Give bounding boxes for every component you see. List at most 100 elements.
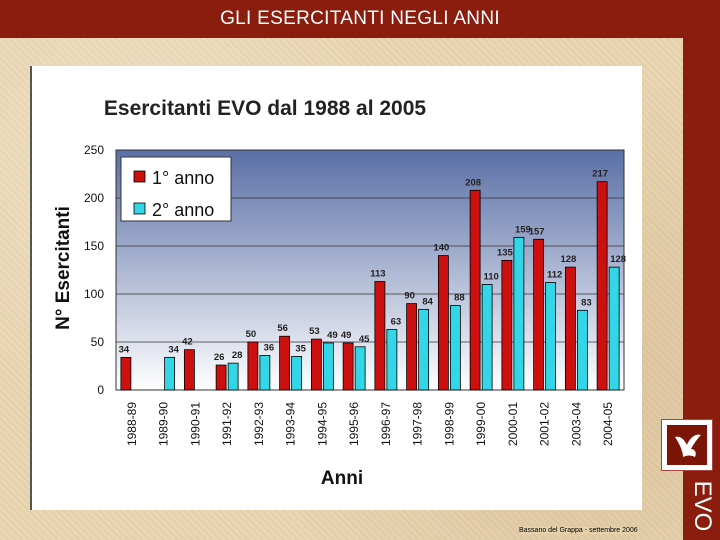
legend: 1° anno 2° anno — [120, 156, 232, 222]
data-label: 36 — [264, 342, 275, 353]
x-tick-label: 1991-92 — [220, 402, 234, 446]
y-tick-label: 150 — [84, 239, 104, 253]
bar-series-1 — [501, 259, 513, 391]
bar-series-1 — [279, 335, 291, 391]
legend-label-2: 2° anno — [152, 200, 214, 220]
data-label: 26 — [214, 352, 225, 363]
data-label: 217 — [592, 169, 608, 180]
x-tick-label: 1999-00 — [474, 402, 488, 446]
y-axis-label: N° Esercitanti — [53, 206, 74, 330]
data-label: 135 — [497, 247, 514, 258]
bar-series-1 — [596, 181, 608, 391]
bar-series-1 — [247, 341, 259, 391]
bar-series-1 — [215, 364, 227, 391]
data-label: 28 — [232, 350, 243, 361]
data-label: 42 — [182, 337, 193, 348]
x-tick-label: 1989-90 — [157, 402, 171, 446]
bar-series-2 — [259, 355, 271, 391]
bar-series-2 — [608, 266, 620, 391]
x-axis: 1988-89 1989-90 1990-91 1991-92 1992-93 1993-… — [125, 402, 615, 446]
bar-series-2 — [227, 362, 239, 391]
bar-series-1 — [183, 349, 195, 391]
footer-note: Bassano del Grappa - settembre 2006 — [519, 527, 638, 534]
x-tick-label: 1995-96 — [347, 402, 361, 446]
x-tick-label: 2000-01 — [506, 402, 520, 446]
chart-panel: Esercitanti EVO dal 1988 al 2005 0 50 100 1… — [30, 66, 642, 510]
chart-title: Esercitanti EVO dal 1988 al 2005 — [104, 97, 427, 120]
data-label: 159 — [515, 224, 531, 235]
y-tick-label: 50 — [91, 335, 105, 349]
y-tick-label: 100 — [84, 287, 104, 301]
bar-series-1 — [533, 238, 545, 391]
data-label: 56 — [277, 323, 288, 334]
data-label: 49 — [341, 330, 352, 341]
x-tick-label: 1990-91 — [188, 402, 202, 446]
x-tick-label: 1992-93 — [252, 402, 266, 446]
x-tick-label: 1998-99 — [442, 402, 456, 446]
bar-series-1 — [437, 255, 449, 391]
bar-series-2 — [164, 356, 176, 391]
y-tick-label: 0 — [97, 383, 104, 397]
legend-label-1: 1° anno — [152, 168, 214, 188]
y-tick-label: 250 — [84, 143, 104, 157]
data-label: 63 — [391, 317, 402, 328]
x-tick-label: 1996-97 — [379, 402, 393, 446]
dove-icon — [667, 425, 707, 465]
evo-logo — [661, 419, 713, 471]
bar-series-1 — [120, 356, 132, 391]
bar-series-2 — [291, 355, 303, 391]
x-tick-label: 1993-94 — [284, 402, 298, 446]
x-tick-label: 2001-02 — [538, 402, 552, 446]
bar-series-2 — [354, 346, 366, 391]
data-label: 208 — [465, 177, 481, 188]
page-heading: GLI ESERCITANTI NEGLI ANNI — [220, 8, 500, 29]
bar-series-1 — [310, 338, 322, 391]
legend-swatch-2 — [133, 202, 146, 215]
bar-series-2 — [418, 308, 430, 391]
data-label: 84 — [422, 296, 433, 307]
x-tick-label: 1994-95 — [315, 402, 329, 446]
y-axis: 0 50 100 150 200 250 — [84, 143, 104, 397]
bar-series-2 — [545, 282, 557, 391]
data-label: 53 — [309, 326, 320, 337]
bar-series-1 — [342, 342, 354, 391]
data-label: 45 — [359, 334, 370, 345]
side-label: EVO — [684, 478, 720, 534]
x-tick-label: 1988-89 — [125, 402, 139, 446]
data-label: 83 — [581, 297, 592, 308]
data-label: 128 — [560, 254, 576, 265]
data-label: 157 — [529, 226, 545, 237]
x-tick-label: 2003-04 — [569, 402, 583, 446]
bar-series-2 — [386, 329, 398, 391]
data-label: 34 — [119, 344, 130, 355]
legend-swatch-1 — [133, 170, 146, 183]
title-bar: GLI ESERCITANTI NEGLI ANNI — [0, 0, 720, 38]
data-label: 49 — [327, 330, 338, 341]
data-label: 35 — [295, 343, 306, 354]
bar-series-2 — [576, 309, 588, 391]
data-label: 128 — [610, 254, 626, 265]
bar-series-2 — [481, 283, 493, 391]
bar-chart: Esercitanti EVO dal 1988 al 2005 0 50 100 1… — [53, 97, 626, 489]
bar-series-2 — [449, 305, 461, 391]
data-label: 140 — [433, 243, 449, 254]
data-label: 50 — [246, 329, 257, 340]
data-label: 112 — [547, 269, 562, 280]
data-label: 88 — [454, 293, 465, 304]
side-label-text: EVO — [689, 480, 716, 532]
bar-series-2 — [513, 236, 525, 391]
data-label: 113 — [370, 269, 385, 280]
bar-series-1 — [469, 189, 481, 391]
x-tick-label: 1997-98 — [411, 402, 425, 446]
bar-series-1 — [564, 266, 576, 391]
bar-series-1 — [406, 303, 418, 391]
bar-series-1 — [374, 281, 386, 391]
y-tick-label: 200 — [84, 191, 104, 205]
x-tick-label: 2004-05 — [601, 402, 615, 446]
data-label: 34 — [168, 344, 179, 355]
data-label: 110 — [483, 271, 498, 282]
bar-series-2 — [322, 342, 334, 391]
data-label: 90 — [404, 291, 415, 302]
x-axis-label: Anni — [321, 468, 363, 489]
